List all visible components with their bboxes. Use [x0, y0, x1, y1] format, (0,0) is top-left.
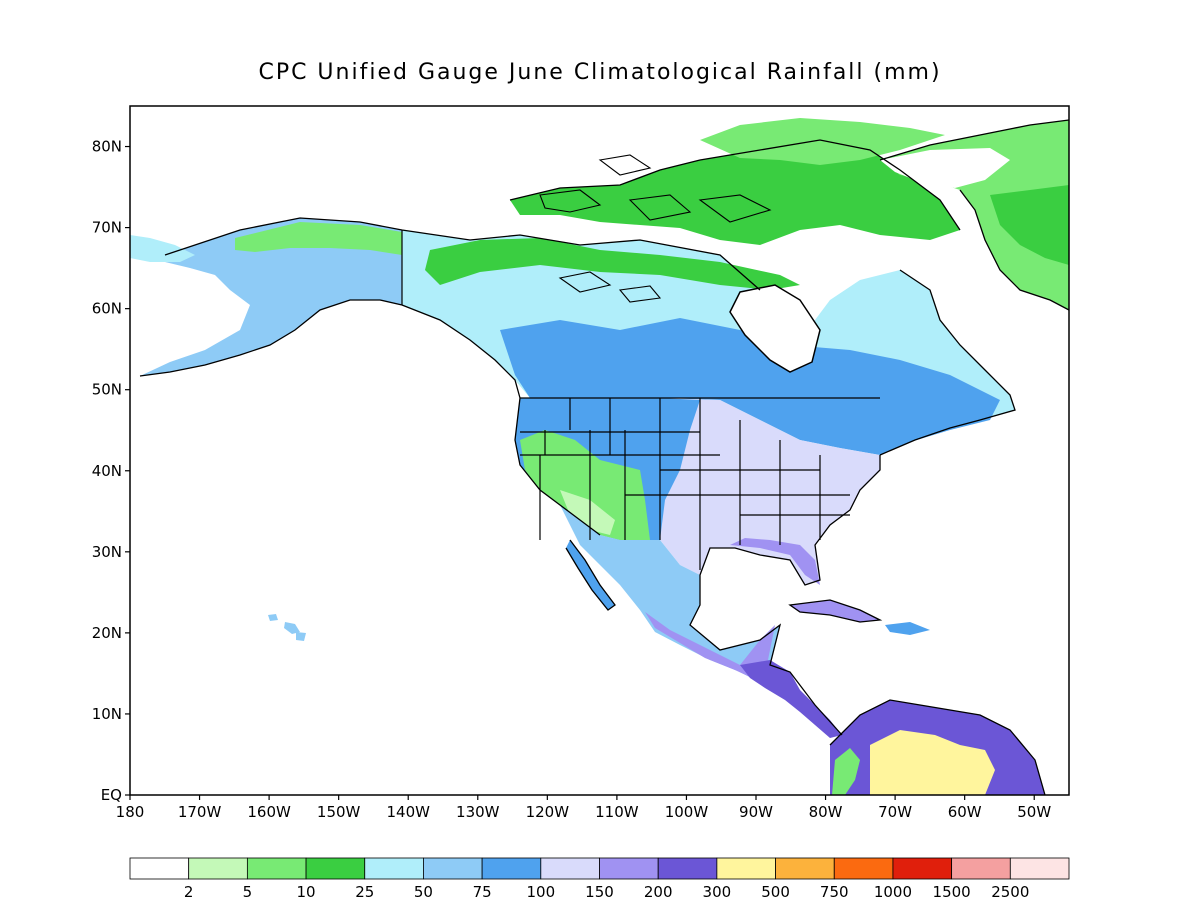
- lon-label: 70W: [878, 803, 912, 821]
- hudson-bay: [729, 284, 821, 373]
- hawaii-islands: [268, 614, 306, 641]
- political-borders: [401, 230, 880, 570]
- greenland-south-green: [990, 185, 1069, 265]
- colorbar-swatch: [1009, 857, 1070, 880]
- central-america: [740, 660, 842, 738]
- colorbar-label: 750: [820, 883, 849, 900]
- colorbar-label: 100: [526, 883, 555, 900]
- lon-label: 170W: [178, 803, 222, 821]
- mexico: [560, 505, 780, 680]
- lat-label: 50N: [92, 381, 122, 399]
- lon-label: 120W: [526, 803, 570, 821]
- lat-label: 60N: [92, 300, 122, 318]
- lon-label: 140W: [386, 803, 430, 821]
- lat-label: 80N: [92, 138, 122, 156]
- lat-label: 30N: [92, 543, 122, 561]
- colorbar-swatch: [246, 857, 307, 880]
- colorbar-swatch: [716, 857, 776, 880]
- southwest-dry: [520, 430, 650, 540]
- colorbar-swatch: [188, 857, 248, 880]
- south-america-green: [832, 748, 860, 795]
- colorbar-swatch: [129, 857, 190, 880]
- colorbar-label: 2: [184, 883, 194, 900]
- greenland-interior: [880, 148, 1010, 188]
- lon-label: 180: [116, 803, 145, 821]
- arctic-islands: [510, 140, 960, 245]
- lon-label: 60W: [948, 803, 982, 821]
- colorbar-swatch: [657, 857, 718, 880]
- colorbar-label: 300: [703, 883, 732, 900]
- lon-label: 160W: [247, 803, 291, 821]
- siberia-edge: [130, 235, 195, 262]
- colorbar-label: 150: [585, 883, 614, 900]
- colorbar-label: 25: [355, 883, 374, 900]
- colorbar-swatch: [540, 857, 600, 880]
- canada-north-green: [425, 238, 800, 290]
- colorbar-label: 500: [761, 883, 790, 900]
- southeast-wet: [730, 538, 820, 585]
- arctic-island-outlines: [539, 154, 772, 303]
- map-content: [130, 106, 1069, 795]
- lat-label: 40N: [92, 462, 122, 480]
- latitude-axis: 80N 70N 60N 50N 40N 30N 20N 10N EQ: [92, 138, 130, 804]
- longitude-axis: 180 170W 160W 150W 140W 130W 120W 110W 100W 90W 80…: [116, 795, 1051, 821]
- colorbar-swatch: [599, 857, 659, 880]
- lon-label: 110W: [595, 803, 639, 821]
- lon-label: 90W: [739, 803, 773, 821]
- colorbar-label: 1000: [874, 883, 912, 900]
- baja-california: [566, 540, 615, 610]
- lat-label: 10N: [92, 705, 122, 723]
- colorbar: 2 5 10 25 50 75 100 150 200 300 500 750 1000 1500 2500: [129, 857, 1070, 900]
- lat-label: 70N: [92, 219, 122, 237]
- lon-label: 50W: [1017, 803, 1051, 821]
- colorbar-swatch: [833, 857, 894, 880]
- map-title: CPC Unified Gauge June Climatological Ra…: [258, 60, 942, 85]
- alaska-north-slope: [235, 222, 402, 255]
- alaska-landmass: [140, 218, 402, 376]
- colorbar-swatch: [951, 857, 1011, 880]
- lon-label: 80W: [809, 803, 843, 821]
- colorbar-label: 200: [644, 883, 673, 900]
- colorbar-swatch: [423, 857, 483, 880]
- cuba: [790, 600, 880, 622]
- ellesmere-island: [700, 118, 945, 165]
- lat-label: EQ: [101, 786, 122, 804]
- south-america-yellow: [870, 730, 995, 795]
- colorbar-label: 50: [414, 883, 433, 900]
- southwest-desert: [560, 490, 615, 535]
- colorbar-label: 10: [297, 883, 316, 900]
- colorbar-label: 75: [473, 883, 492, 900]
- colorbar-label: 5: [243, 883, 253, 900]
- colorbar-label: 1500: [933, 883, 971, 900]
- canada-south-band: [500, 318, 1000, 455]
- colorbar-swatch: [892, 857, 953, 880]
- colorbar-swatch: [481, 857, 542, 880]
- coastlines: [139, 119, 1069, 795]
- lon-label: 150W: [317, 803, 361, 821]
- hispaniola: [885, 622, 930, 635]
- colorbar-label: 2500: [991, 883, 1029, 900]
- colorbar-swatch: [364, 857, 424, 880]
- colorbar-swatch: [305, 857, 366, 880]
- lon-label: 100W: [665, 803, 709, 821]
- map-frame: [129, 105, 1070, 796]
- colorbar-swatch: [775, 857, 835, 880]
- lat-label: 20N: [92, 624, 122, 642]
- lon-label: 130W: [456, 803, 500, 821]
